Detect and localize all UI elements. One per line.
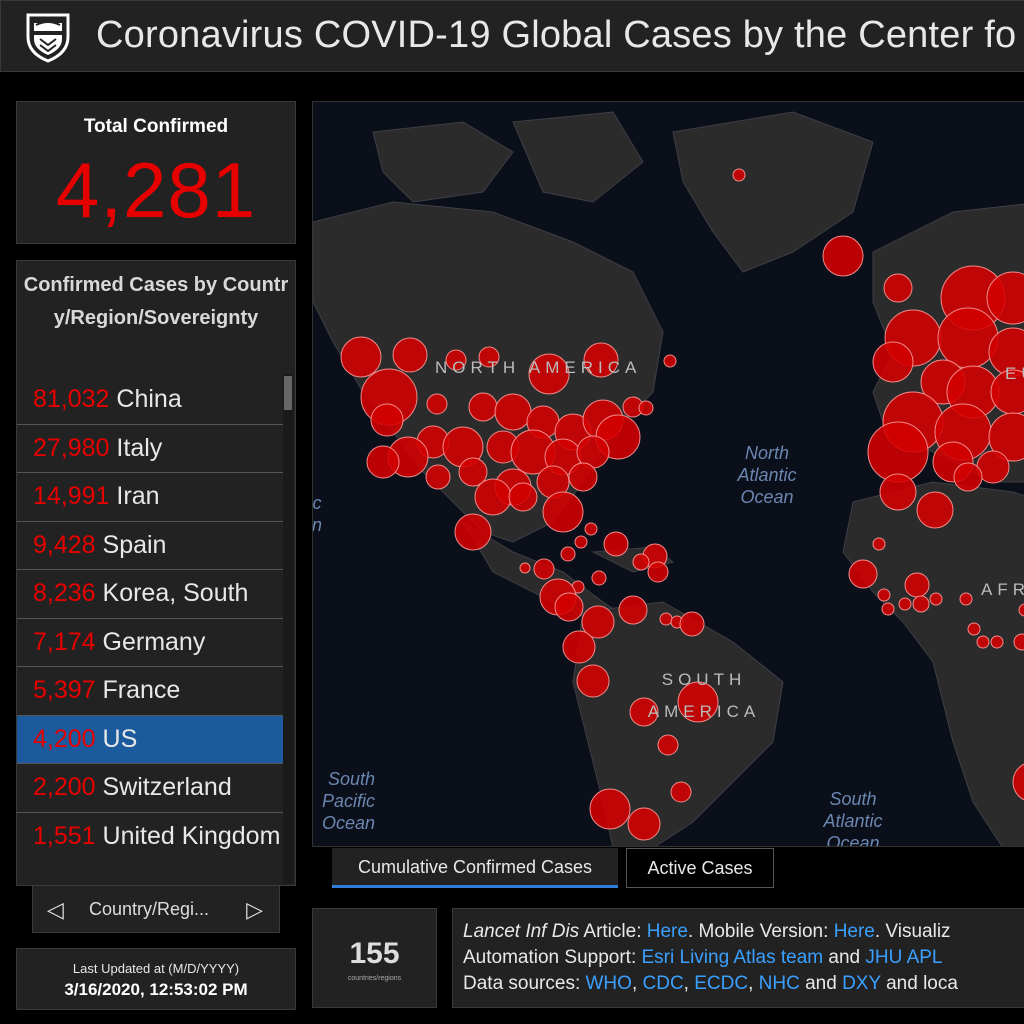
cdc-link[interactable]: CDC — [642, 973, 684, 994]
esri-link[interactable]: Esri Living Atlas team — [641, 947, 824, 968]
list-item[interactable]: 2,200 Switzerland — [17, 764, 283, 813]
last-updated-panel: Last Updated at (M/D/YYYY) 3/16/2020, 12… — [16, 948, 296, 1010]
ocean-label-north-atlantic: North Atlantic Ocean — [737, 443, 797, 507]
ocean-label-pacific-fragment: c n — [312, 493, 322, 535]
list-item-selected[interactable]: 4,200 US — [17, 715, 283, 764]
list-item[interactable]: 1,551 United Kingdom — [17, 813, 283, 886]
info-text: and — [823, 947, 866, 968]
country-name: United Kingdom — [102, 821, 281, 850]
last-updated-label: Last Updated at (M/D/YYYY) — [72, 961, 240, 976]
journal-name: Lancet Inf Dis — [463, 921, 580, 942]
country-name: US — [102, 724, 138, 753]
info-text: and — [799, 973, 843, 994]
countries-count-label: countries/regions — [347, 975, 402, 982]
case-count: 2,200 — [33, 773, 96, 801]
country-name: Switzerland — [102, 773, 232, 801]
total-confirmed-panel: Total Confirmed 4,281 — [16, 101, 296, 244]
region-label-south-america: SOUTH AMERICA — [647, 670, 761, 721]
country-name: Italy — [116, 433, 163, 462]
pager-label: Country/Regi... — [89, 899, 210, 919]
chevron-left-icon[interactable]: ◁ — [47, 897, 64, 922]
last-updated-value: 3/16/2020, 12:53:02 PM — [64, 980, 248, 999]
region-label-europe: EU — [1005, 364, 1024, 383]
jhu-apl-link[interactable]: JHU APL — [865, 947, 943, 968]
country-name: Spain — [102, 530, 167, 559]
country-list-title: Confirmed Cases by Country/Region/Sovere… — [23, 274, 289, 329]
university-shield-icon — [26, 13, 70, 63]
dashboard-header: Coronavirus COVID-19 Global Cases by the… — [0, 0, 1024, 72]
total-confirmed-label: Total Confirmed — [83, 116, 229, 137]
case-count: 5,397 — [33, 676, 96, 704]
info-text: Data sources: — [463, 973, 586, 994]
chevron-right-icon[interactable]: ▷ — [246, 897, 263, 922]
list-item[interactable]: 5,397 France — [17, 667, 283, 716]
country-name: France — [102, 676, 181, 704]
list-item[interactable]: 9,428 Spain — [17, 522, 283, 570]
case-count: 4,200 — [33, 724, 96, 753]
info-text: . Mobile Version: — [687, 921, 834, 942]
ecdc-link[interactable]: ECDC — [694, 973, 749, 994]
map-canvas[interactable] — [313, 102, 1024, 847]
case-bubbles — [340, 168, 1024, 841]
countries-count-panel: 155 countries/regions — [312, 908, 437, 1008]
case-count: 1,551 — [33, 821, 96, 850]
country-name: China — [116, 385, 182, 413]
case-count: 8,236 — [33, 579, 96, 607]
info-text: , — [748, 973, 759, 994]
case-count: 9,428 — [33, 530, 96, 559]
list-item[interactable]: 7,174 Germany — [17, 619, 283, 667]
info-text: , — [631, 973, 643, 994]
case-count: 27,980 — [33, 433, 110, 462]
page-title: Coronavirus COVID-19 Global Cases by the… — [96, 14, 1017, 56]
total-confirmed-value: 4,281 — [55, 146, 257, 234]
info-line-sources: Data sources: WHO, CDC, ECDC, NHC and DX… — [463, 971, 1024, 997]
list-item[interactable]: 14,991 Iran — [17, 473, 283, 522]
info-panel: Lancet Inf Dis Article: Here. Mobile Ver… — [452, 908, 1024, 1008]
info-text: Article: — [579, 921, 647, 942]
article-link[interactable]: Here — [646, 921, 688, 942]
list-item[interactable]: 81,032 China — [17, 376, 283, 425]
info-line-automation: Automation Support: Esri Living Atlas te… — [463, 945, 1024, 971]
country-list: 81,032 China 27,980 Italy 14,991 Iran 9,… — [17, 376, 283, 886]
case-count: 81,032 — [33, 385, 110, 413]
nhc-link[interactable]: NHC — [758, 973, 800, 994]
info-line-article: Lancet Inf Dis Article: Here. Mobile Ver… — [463, 919, 1024, 945]
who-link[interactable]: WHO — [585, 973, 632, 994]
list-item[interactable]: 27,980 Italy — [17, 425, 283, 473]
list-scrollbar-track[interactable] — [283, 374, 293, 884]
case-count: 7,174 — [33, 627, 96, 656]
mobile-version-link[interactable]: Here — [833, 921, 875, 942]
info-text: and loca — [880, 973, 958, 994]
list-item[interactable]: 8,236 Korea, South — [17, 570, 283, 619]
ocean-label-south-atlantic: South Atlantic Ocean — [823, 789, 883, 847]
dxy-link[interactable]: DXY — [842, 973, 881, 994]
region-label-africa: AFR — [981, 580, 1024, 599]
country-list-panel: Confirmed Cases by Country/Region/Sovere… — [16, 260, 296, 886]
list-scrollbar-thumb[interactable] — [284, 376, 292, 410]
country-name: Korea, South — [102, 579, 249, 607]
world-map[interactable]: NORTH AMERICA SOUTH AMERICA EU AFR North… — [312, 101, 1024, 847]
country-name: Germany — [102, 627, 206, 656]
countries-count-value: 155 — [349, 937, 400, 970]
country-name: Iran — [116, 482, 160, 510]
info-text: , — [683, 973, 695, 994]
info-text: . Visualiz — [874, 921, 951, 942]
ocean-label-south-pacific: South Pacific Ocean — [321, 769, 375, 833]
tab-active-cases[interactable]: Active Cases — [626, 848, 774, 888]
tab-cumulative-confirmed[interactable]: Cumulative Confirmed Cases — [332, 848, 618, 888]
region-label-north-america: NORTH AMERICA — [435, 358, 642, 377]
info-text: Automation Support: — [463, 947, 642, 968]
case-count: 14,991 — [33, 482, 110, 510]
list-pager: ◁ Country/Regi... ▷ — [32, 885, 280, 933]
